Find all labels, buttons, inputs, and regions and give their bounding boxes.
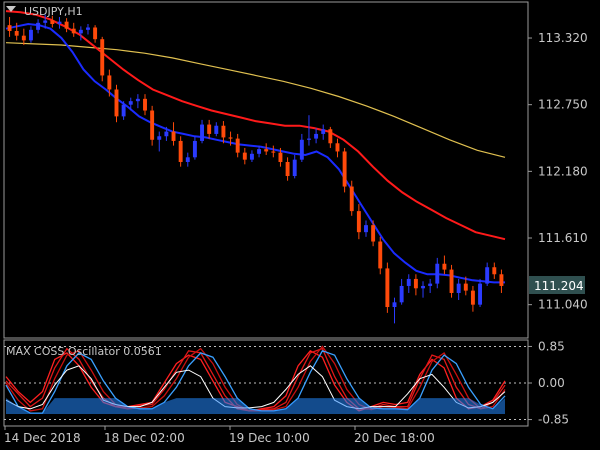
candle-body [264, 149, 269, 152]
candle-body [228, 137, 233, 139]
oscillator-y-tick-label: 0.85 [538, 339, 565, 353]
candle-body [57, 21, 62, 24]
axes: 113.320 112.750 112.180 111.610 111.040 14 De… [4, 31, 588, 445]
candle-body [371, 225, 376, 242]
oscillator-y-tick-label: -0.85 [538, 413, 569, 427]
oscillator-y-tick-label: 0.00 [538, 376, 565, 390]
y-tick-label: 111.610 [538, 231, 588, 245]
x-tick-label: 18 Dec 02:00 [104, 431, 185, 445]
y-tick-label: 112.750 [538, 98, 588, 112]
candle-body [364, 225, 368, 233]
ma-yellow-line [5, 42, 506, 158]
candle-body [43, 20, 48, 23]
candle-body [285, 161, 290, 177]
candle-body [314, 133, 319, 139]
candle-body [399, 285, 404, 303]
oscillator-lower-band [6, 398, 505, 414]
y-tick-label: 113.320 [538, 31, 588, 45]
candle-body [36, 22, 41, 30]
oscillator-title: MAX COSS Oscillator 0.0561 [6, 345, 162, 358]
candle-body [128, 101, 133, 105]
candle-body [93, 27, 98, 40]
candle-body [299, 139, 304, 160]
candle-body [214, 125, 219, 134]
candle-body [328, 129, 333, 144]
candle-body [207, 124, 212, 134]
ma-blue-line [5, 22, 505, 284]
candle-body [307, 138, 311, 140]
candle-body [492, 267, 497, 275]
candle-body [485, 267, 490, 284]
candle-body [278, 152, 283, 162]
x-tick-label: 19 Dec 10:00 [229, 431, 310, 445]
candle-body [392, 302, 397, 308]
candle-body [449, 269, 454, 293]
candle-body [157, 136, 162, 140]
candle-body [21, 35, 26, 41]
x-tick-label: 20 Dec 18:00 [354, 431, 435, 445]
candle-body [64, 21, 69, 29]
candle-body [478, 283, 483, 305]
x-tick-label: 14 Dec 2018 [4, 431, 81, 445]
candle-body [249, 153, 254, 160]
symbol-dropdown-icon[interactable] [6, 6, 16, 12]
main-pane-border [3, 1, 529, 339]
candle-body [499, 274, 504, 286]
candle-body [257, 149, 262, 154]
candle-body [185, 157, 190, 162]
candle-body [107, 75, 112, 90]
candle-body [421, 285, 425, 289]
y-tick-label: 111.040 [538, 298, 588, 312]
candles [7, 14, 504, 324]
candle-body [100, 39, 105, 76]
candle-body [78, 29, 83, 34]
candle-body [235, 138, 240, 153]
candle-body [150, 110, 155, 140]
candle-body [178, 140, 183, 162]
candle-body [428, 283, 433, 286]
candle-body [356, 211, 361, 233]
oscillator-line [5, 350, 506, 414]
oscillator-line [5, 365, 506, 410]
candle-body [50, 20, 55, 24]
candle-body [114, 89, 119, 117]
current-price-label: 111.204 [534, 279, 584, 293]
moving-averages [5, 10, 506, 284]
candle-body [292, 159, 297, 177]
candle-body [14, 31, 19, 36]
candle-body [121, 104, 126, 117]
candle-body [463, 283, 468, 291]
candle-body [385, 268, 390, 308]
candle-body [456, 283, 461, 293]
candle-body [470, 290, 475, 305]
candle-body [442, 263, 447, 270]
candle-body [221, 125, 226, 138]
candle-body [378, 241, 383, 269]
candle-body [349, 186, 354, 212]
ma-red-line [5, 10, 506, 241]
candle-body [135, 98, 140, 102]
candle-body [200, 124, 204, 141]
candle-body [171, 131, 176, 141]
candle-body [28, 29, 33, 41]
candle-body [242, 152, 247, 160]
current-price-box [529, 276, 585, 294]
y-tick-label: 112.180 [538, 164, 588, 178]
candle-body [271, 151, 276, 153]
candle-body [164, 131, 169, 137]
candle-body [192, 140, 197, 158]
candle-body [71, 28, 76, 34]
candle-body [435, 263, 440, 284]
candle-body [7, 25, 12, 32]
chart-title: USDJPY,H1 [24, 5, 83, 18]
candle-body [335, 143, 340, 152]
candle-body [342, 151, 347, 187]
candle-body [413, 278, 418, 289]
oscillator: 0.85 0.00 -0.85 [4, 339, 569, 427]
candle-body [143, 98, 147, 111]
candle-body [86, 27, 90, 30]
candle-body [406, 278, 411, 286]
candle-body [321, 129, 326, 134]
